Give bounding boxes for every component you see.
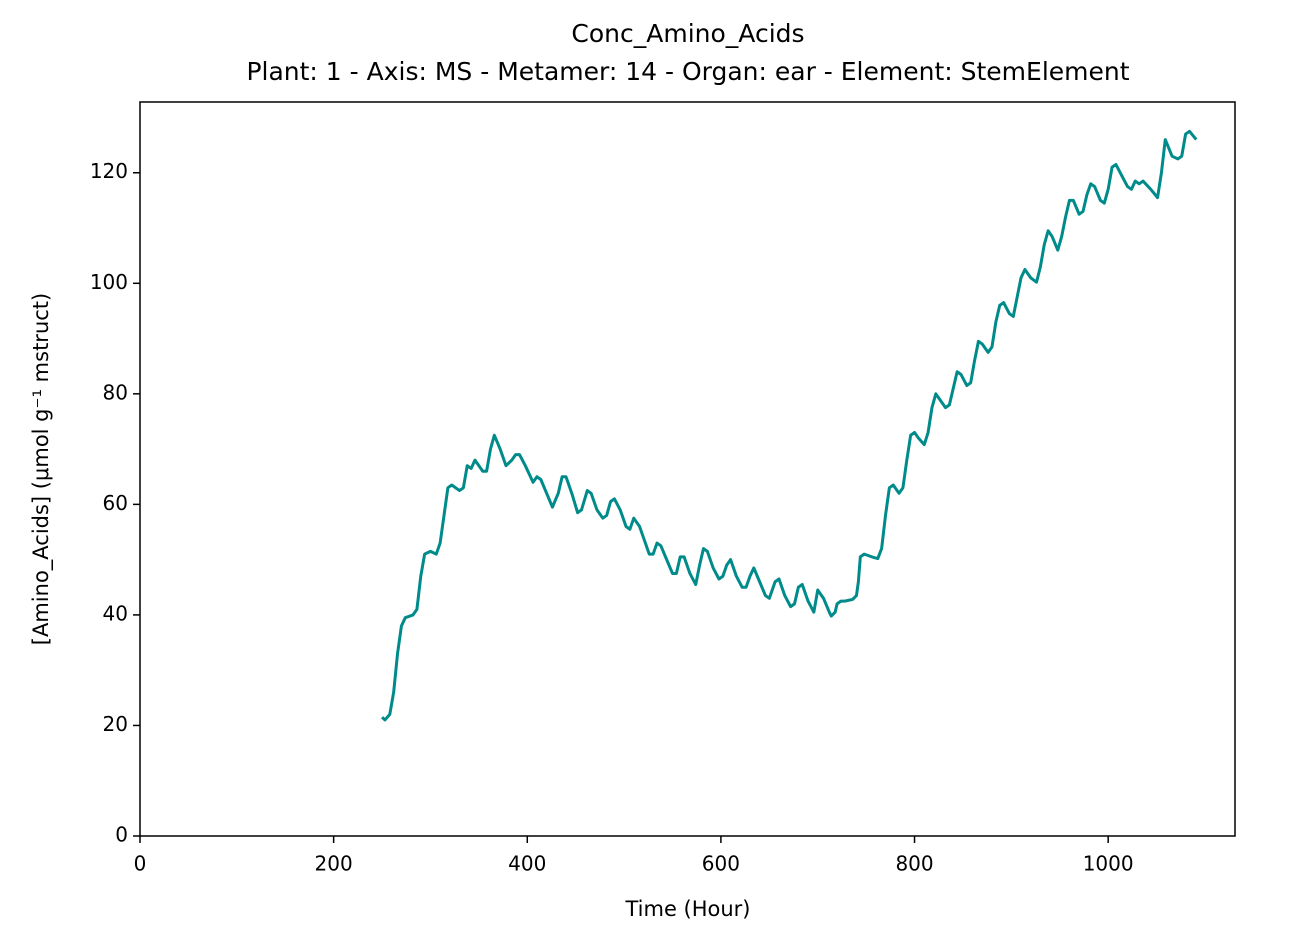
y-axis-label: [Amino_Acids] (μmol g⁻¹ mstruct) xyxy=(29,293,54,645)
x-tick-label: 1000 xyxy=(1083,852,1134,876)
x-tick-label: 400 xyxy=(508,852,546,876)
y-tick-label: 120 xyxy=(90,159,128,183)
y-tick-label: 100 xyxy=(90,270,128,294)
y-tick-label: 40 xyxy=(103,601,128,625)
chart-subtitle: Plant: 1 - Axis: MS - Metamer: 14 - Orga… xyxy=(246,57,1129,86)
y-tick-label: 20 xyxy=(103,712,128,736)
x-axis-label: Time (Hour) xyxy=(624,897,750,921)
y-tick-label: 60 xyxy=(103,491,128,515)
x-tick-label: 200 xyxy=(315,852,353,876)
data-line xyxy=(381,129,1198,722)
x-tick-label: 0 xyxy=(134,852,147,876)
y-tick-label: 0 xyxy=(115,823,128,847)
axes-frame xyxy=(139,101,1236,837)
x-tick-label: 600 xyxy=(702,852,740,876)
chart-title: Conc_Amino_Acids xyxy=(571,19,804,48)
y-tick-label: 80 xyxy=(103,380,128,404)
x-tick-label: 800 xyxy=(895,852,933,876)
